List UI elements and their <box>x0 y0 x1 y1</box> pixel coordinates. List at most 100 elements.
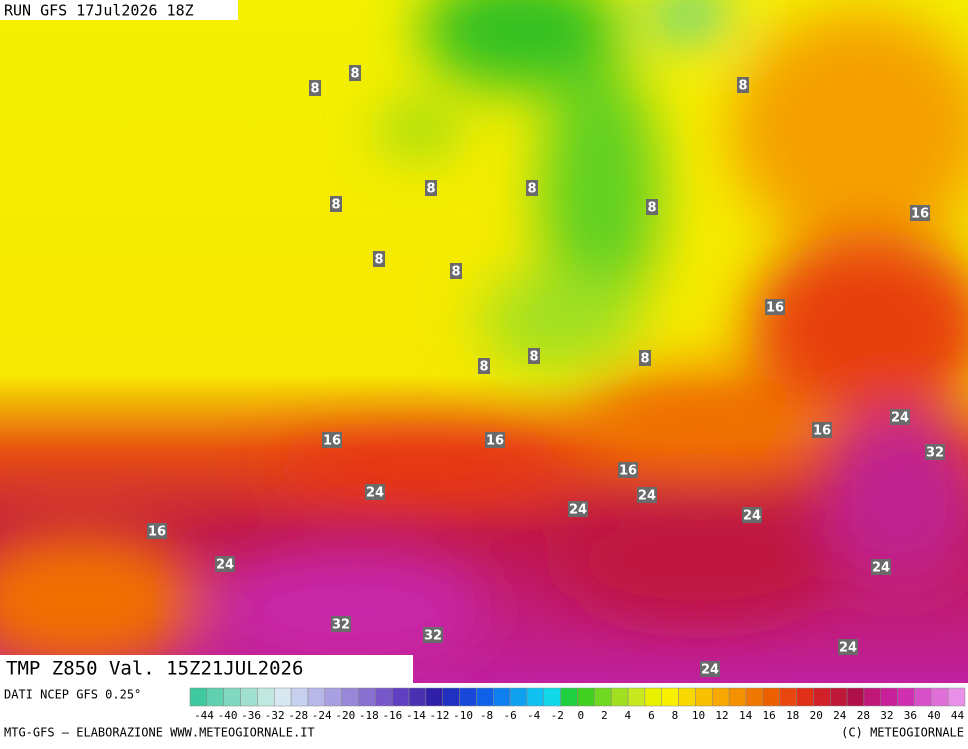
colorbar-swatch <box>829 687 848 707</box>
contour-label: 24 <box>701 663 719 678</box>
colorbar-swatch <box>493 687 511 707</box>
colorbar-swatch <box>375 687 393 707</box>
contour-label: 8 <box>527 182 536 197</box>
colorbar-label: -14 <box>406 709 426 722</box>
colorbar-swatch <box>846 687 865 707</box>
contour-label: 8 <box>479 360 488 375</box>
colorbar-label: -40 <box>218 709 238 722</box>
contour-label-box <box>646 199 658 215</box>
colorbar-swatch <box>880 687 898 707</box>
data-source: DATI NCEP GFS 0.25° <box>4 688 141 702</box>
colorbar-label: 24 <box>833 709 847 722</box>
contour-label: 16 <box>323 434 341 449</box>
contour-label-box <box>700 661 720 677</box>
colorbar-label: -12 <box>430 709 450 722</box>
contour-label: 8 <box>451 265 460 280</box>
colorbar-swatch <box>442 687 460 707</box>
colorbar-swatch <box>257 687 275 707</box>
colorbar-label: -32 <box>265 709 285 722</box>
contour-label-box <box>637 487 657 503</box>
contour-label: 16 <box>619 464 637 479</box>
colorbar-label: -6 <box>503 709 516 722</box>
colorbar-swatch <box>678 687 696 707</box>
colorbar-label: 16 <box>763 709 776 722</box>
colorbar-label: 14 <box>739 709 753 722</box>
colorbar-swatch <box>577 687 595 707</box>
colorbar-swatch <box>476 687 494 707</box>
colorbar-swatch <box>813 687 831 707</box>
contour-label-box <box>890 409 910 425</box>
colorbar: -44 -40 -36 -32 -28 -24 -20 -18 -16 -14 -12 -10 -8 -6… <box>189 687 966 722</box>
colorbar-label: 40 <box>927 709 940 722</box>
colorbar-swatch <box>779 687 797 707</box>
contour-label-box <box>423 627 443 643</box>
colorbar-label: 28 <box>857 709 870 722</box>
colorbar-swatch <box>307 687 326 707</box>
colorbar-label: -24 <box>312 709 332 722</box>
colorbar-swatch <box>223 687 241 707</box>
colorbar-label: 18 <box>786 709 799 722</box>
colorbar-swatch <box>695 687 713 707</box>
run-info: RUN GFS 17Jul2026 18Z <box>4 2 194 20</box>
contour-label-box <box>568 501 588 517</box>
colorbar-label: -8 <box>480 709 493 722</box>
credit-right: (C) METEOGIORNALE <box>841 726 964 740</box>
colorbar-swatch <box>526 687 545 707</box>
header-box <box>0 0 238 20</box>
contour-label: 24 <box>743 509 761 524</box>
colorbar-swatch <box>358 687 376 707</box>
colorbar-swatch <box>627 687 646 707</box>
colorbar-swatch <box>863 687 882 707</box>
contour-label: 16 <box>911 207 929 222</box>
contour-label: 8 <box>350 67 359 82</box>
colorbar-label: -20 <box>335 709 355 722</box>
contour-label: 16 <box>486 434 504 449</box>
colorbar-label: 36 <box>904 709 917 722</box>
contour-label: 8 <box>331 198 340 213</box>
contour-label-box <box>365 484 385 500</box>
colorbar-swatch <box>240 687 258 707</box>
contour-label-box <box>322 432 342 448</box>
colorbar-swatch <box>644 687 662 707</box>
colorbar-label: 10 <box>692 709 705 722</box>
colorbar-label: 6 <box>648 709 655 722</box>
contour-label-box <box>639 350 651 366</box>
colorbar-label: -16 <box>382 709 402 722</box>
colorbar-label: -4 <box>527 709 541 722</box>
contour-label-box <box>215 556 235 572</box>
contour-label-box <box>526 180 538 196</box>
contour-label-box <box>331 616 351 632</box>
colorbar-swatch <box>947 687 966 707</box>
contour-label-box <box>349 65 361 81</box>
colorbar-swatch <box>189 687 208 707</box>
colorbar-swatch <box>728 687 747 707</box>
contour-label: 16 <box>766 301 784 316</box>
colorbar-swatch <box>425 687 443 707</box>
colorbar-swatch <box>324 687 342 707</box>
colorbar-swatch <box>594 687 612 707</box>
contour-label-box <box>330 196 342 212</box>
colorbar-swatch <box>897 687 915 707</box>
colorbar-swatch <box>290 687 309 707</box>
contour-label: 16 <box>148 525 166 540</box>
contour-label-box <box>147 523 167 539</box>
contour-label-box <box>485 432 505 448</box>
contour-label-box <box>373 251 385 267</box>
contour-label-box <box>737 77 749 93</box>
colorbar-label: 44 <box>951 709 965 722</box>
contour-label: 32 <box>332 618 350 633</box>
contour-label: 24 <box>569 503 587 518</box>
contour-label-box <box>742 507 762 523</box>
colorbar-swatch <box>459 687 477 707</box>
colorbar-label: -18 <box>359 709 379 722</box>
colorbar-swatch <box>273 687 292 707</box>
contour-label: 24 <box>216 558 234 573</box>
contour-label-box <box>309 80 321 96</box>
contour-label: 24 <box>891 411 909 426</box>
contour-label-box <box>425 180 437 196</box>
title-box <box>0 655 413 683</box>
contour-label-box <box>910 205 930 221</box>
contour-label-box <box>838 639 858 655</box>
colorbar-swatch <box>391 687 410 707</box>
